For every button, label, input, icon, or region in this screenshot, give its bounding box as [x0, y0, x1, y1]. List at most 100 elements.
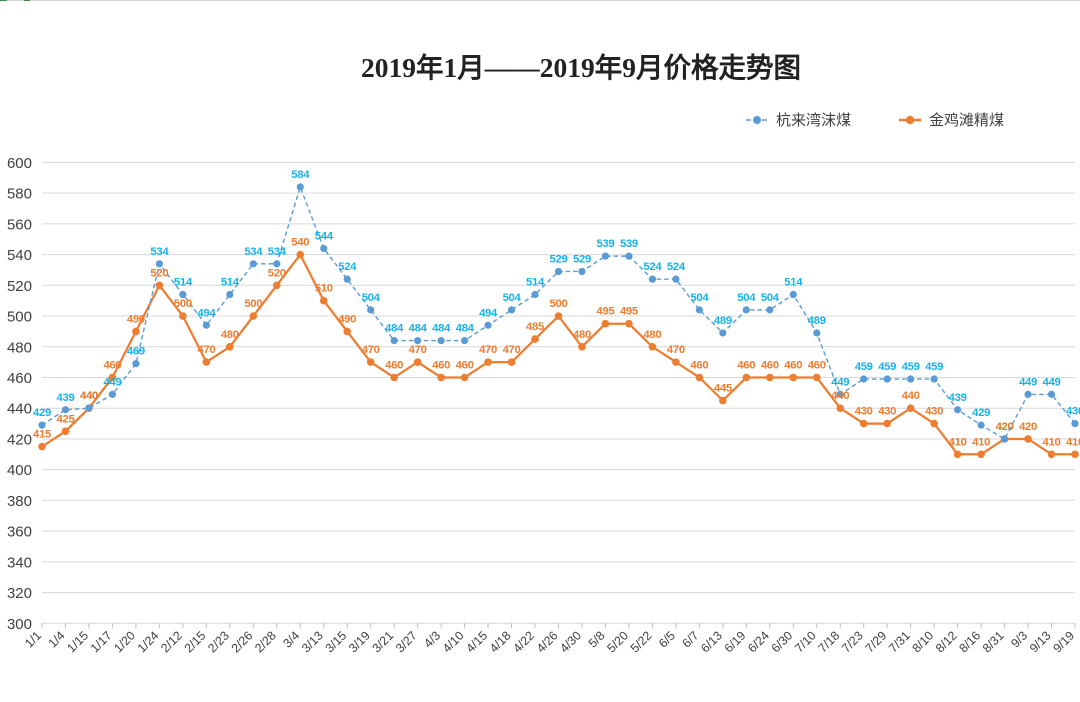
svg-text:460: 460: [7, 370, 32, 387]
svg-text:520: 520: [150, 267, 168, 279]
svg-text:489: 489: [714, 315, 732, 327]
svg-text:460: 460: [690, 359, 708, 371]
svg-text:495: 495: [596, 306, 614, 318]
svg-text:489: 489: [808, 315, 826, 327]
svg-text:380: 380: [7, 493, 32, 510]
svg-text:494: 494: [479, 307, 498, 319]
svg-text:600: 600: [7, 155, 32, 172]
svg-text:459: 459: [878, 361, 896, 373]
svg-text:520: 520: [7, 278, 32, 295]
svg-text:500: 500: [7, 309, 32, 326]
svg-text:500: 500: [244, 298, 262, 310]
svg-text:445: 445: [714, 383, 732, 395]
svg-text:420: 420: [7, 431, 32, 448]
svg-text:440: 440: [7, 401, 32, 418]
svg-text:485: 485: [526, 321, 544, 333]
svg-text:470: 470: [503, 344, 521, 356]
svg-text:494: 494: [197, 307, 216, 319]
svg-text:449: 449: [831, 376, 849, 388]
svg-text:410: 410: [1043, 436, 1061, 448]
svg-text:460: 460: [432, 359, 450, 371]
svg-text:514: 514: [174, 277, 193, 289]
svg-text:504: 504: [737, 292, 756, 304]
svg-text:480: 480: [7, 339, 32, 356]
svg-text:469: 469: [127, 346, 145, 358]
svg-text:540: 540: [291, 237, 309, 249]
svg-text:500: 500: [174, 298, 192, 310]
svg-text:460: 460: [784, 359, 802, 371]
svg-text:459: 459: [925, 361, 943, 373]
svg-text:484: 484: [456, 323, 475, 335]
svg-text:470: 470: [667, 344, 685, 356]
svg-text:524: 524: [643, 261, 662, 273]
svg-text:584: 584: [291, 169, 310, 181]
svg-text:484: 484: [409, 323, 428, 335]
svg-text:504: 504: [690, 292, 709, 304]
svg-text:410: 410: [972, 436, 990, 448]
svg-text:480: 480: [573, 329, 591, 341]
svg-text:500: 500: [550, 298, 568, 310]
svg-text:480: 480: [221, 329, 239, 341]
svg-text:320: 320: [7, 585, 32, 602]
svg-text:460: 460: [456, 359, 474, 371]
svg-text:534: 534: [268, 246, 287, 258]
svg-text:514: 514: [221, 277, 240, 289]
svg-text:449: 449: [103, 376, 121, 388]
svg-text:470: 470: [197, 344, 215, 356]
svg-text:539: 539: [596, 238, 614, 250]
svg-text:470: 470: [409, 344, 427, 356]
svg-text:520: 520: [268, 267, 286, 279]
svg-text:430: 430: [925, 406, 943, 418]
svg-text:514: 514: [784, 277, 803, 289]
svg-text:2019年1月——2019年9月价格走势图: 2019年1月——2019年9月价格走势图: [361, 52, 801, 83]
svg-text:449: 449: [1019, 376, 1037, 388]
svg-text:金鸡滩精煤: 金鸡滩精煤: [929, 112, 1004, 129]
svg-text:400: 400: [7, 462, 32, 479]
svg-text:529: 529: [573, 253, 591, 265]
svg-text:449: 449: [1043, 376, 1061, 388]
svg-text:504: 504: [761, 292, 780, 304]
svg-text:504: 504: [362, 292, 381, 304]
svg-text:410: 410: [949, 436, 967, 448]
svg-text:429: 429: [972, 407, 990, 419]
svg-text:490: 490: [127, 313, 145, 325]
svg-text:534: 534: [150, 246, 169, 258]
svg-text:460: 460: [385, 359, 403, 371]
svg-text:459: 459: [902, 361, 920, 373]
svg-text:484: 484: [385, 323, 404, 335]
svg-text:480: 480: [643, 329, 661, 341]
svg-text:杭来湾沫煤: 杭来湾沫煤: [776, 112, 851, 129]
svg-text:430: 430: [878, 406, 896, 418]
svg-text:524: 524: [667, 261, 686, 273]
svg-text:490: 490: [338, 313, 356, 325]
svg-text:440: 440: [831, 390, 849, 402]
svg-text:460: 460: [737, 359, 755, 371]
svg-text:539: 539: [620, 238, 638, 250]
svg-text:459: 459: [855, 361, 873, 373]
svg-text:484: 484: [432, 323, 451, 335]
svg-text:429: 429: [33, 407, 51, 419]
svg-text:460: 460: [761, 359, 779, 371]
svg-text:439: 439: [57, 392, 75, 404]
svg-text:420: 420: [1019, 421, 1037, 433]
svg-text:300: 300: [7, 616, 32, 633]
svg-text:529: 529: [550, 253, 568, 265]
svg-text:540: 540: [7, 247, 32, 264]
svg-text:340: 340: [7, 554, 32, 571]
svg-text:410: 410: [1066, 436, 1080, 448]
svg-text:415: 415: [33, 429, 51, 441]
svg-text:514: 514: [526, 277, 545, 289]
svg-text:524: 524: [338, 261, 357, 273]
svg-text:440: 440: [902, 390, 920, 402]
svg-text:544: 544: [315, 230, 334, 242]
svg-text:360: 360: [7, 524, 32, 541]
svg-text:440: 440: [80, 390, 98, 402]
svg-text:420: 420: [996, 421, 1014, 433]
svg-text:439: 439: [949, 392, 967, 404]
svg-text:510: 510: [315, 283, 333, 295]
svg-text:534: 534: [244, 246, 263, 258]
svg-text:504: 504: [503, 292, 522, 304]
svg-text:495: 495: [620, 306, 638, 318]
svg-text:470: 470: [362, 344, 380, 356]
svg-text:460: 460: [808, 359, 826, 371]
